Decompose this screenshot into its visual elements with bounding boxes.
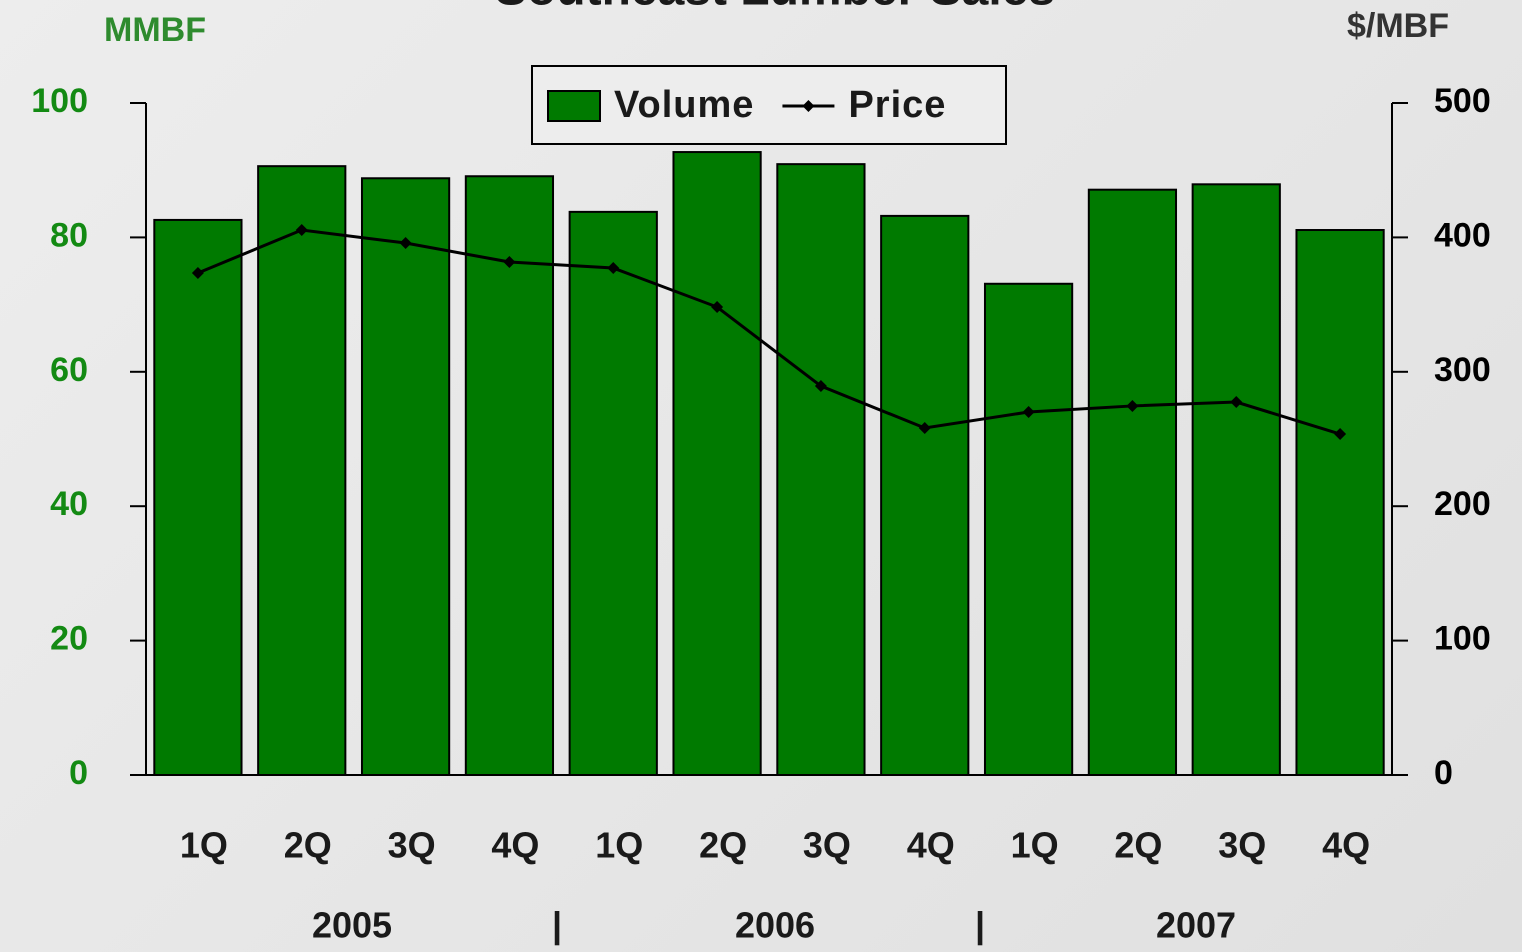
y2-axis-label: $/MBF (1347, 7, 1449, 45)
bar (153, 218, 243, 777)
bar (464, 175, 555, 777)
bar (568, 210, 658, 776)
line-marker (1022, 405, 1035, 418)
line-marker (503, 255, 516, 268)
line-marker (1334, 428, 1347, 441)
y2-tick-label: 200 (1434, 485, 1491, 523)
legend-box (531, 65, 1007, 145)
line-marker (814, 380, 827, 393)
legend-label: Price (848, 84, 946, 126)
line-marker (399, 237, 412, 250)
line (197, 228, 1341, 436)
y2-tick-label: 400 (1434, 216, 1491, 254)
line-marker (1230, 396, 1243, 409)
line-marker (711, 301, 724, 314)
x-tick-label: 4Q (1322, 825, 1370, 866)
bar (1295, 229, 1385, 776)
x-tick-label: 1Q (1011, 825, 1059, 866)
bar (1087, 188, 1178, 777)
x-tick-label: 4Q (907, 825, 955, 866)
x-tick-label: 2Q (699, 825, 747, 866)
x-tick-label: 4Q (491, 825, 539, 866)
x-tick-label: 3Q (803, 825, 851, 866)
line-marker (191, 267, 204, 280)
bar (1191, 183, 1281, 776)
bar (776, 163, 866, 777)
y-tick-label: 60 (50, 351, 88, 389)
x-tick-label: 2Q (1114, 825, 1162, 866)
group-label: 2005 (312, 905, 392, 946)
x-tick-label: 1Q (595, 825, 643, 866)
legend-swatch (547, 90, 601, 122)
y-tick-label: 40 (50, 485, 88, 523)
x-tick-label: 1Q (180, 825, 228, 866)
bar (880, 214, 970, 776)
y-axis-label: MMBF (104, 11, 206, 49)
group-label: | (552, 905, 562, 947)
y-tick-label: 0 (69, 754, 88, 792)
y-tick-label: 20 (50, 620, 88, 658)
bar (360, 177, 451, 777)
y-tick-label: 100 (31, 82, 88, 120)
y2-tick-label: 500 (1434, 82, 1491, 120)
line-marker (295, 224, 308, 237)
group-label: | (975, 905, 985, 947)
bar (983, 282, 1074, 776)
x-tick-label: 3Q (388, 825, 436, 866)
bar (257, 165, 347, 776)
y2-tick-label: 300 (1434, 351, 1491, 389)
chart-title: Southeast Lumber Sales (495, 0, 1055, 16)
legend-label: Volume (614, 84, 754, 126)
x-tick-label: 3Q (1218, 825, 1266, 866)
bar (672, 151, 762, 776)
y-tick-label: 80 (50, 216, 88, 254)
legend-marker (802, 100, 815, 112)
x-tick-label: 2Q (284, 825, 332, 866)
line-marker (607, 262, 620, 275)
y2-tick-label: 100 (1434, 620, 1491, 658)
group-label: 2007 (1156, 905, 1236, 946)
line-marker (1126, 399, 1139, 412)
y2-tick-label: 0 (1434, 754, 1453, 792)
line-marker (918, 421, 931, 434)
group-label: 2006 (735, 905, 815, 946)
